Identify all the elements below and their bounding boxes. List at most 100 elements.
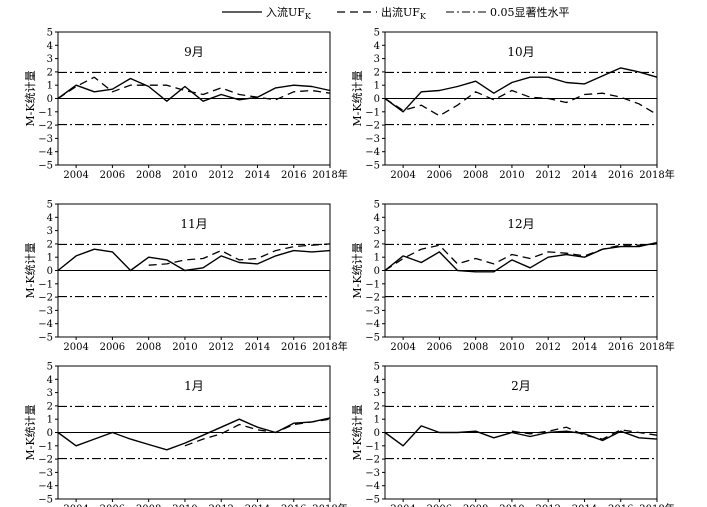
x-tick-label: 2008 [463, 342, 488, 353]
y-tick-label: −5 [365, 495, 380, 506]
panel-title: 11月 [180, 217, 207, 231]
y-tick-label: −5 [38, 495, 53, 506]
y-tick-label: 3 [47, 54, 53, 65]
x-tick-label: 2018年 [639, 502, 674, 507]
x-tick-label: 2004 [63, 170, 88, 181]
y-tick-label: 4 [47, 213, 53, 224]
y-tick-label: 4 [374, 375, 380, 386]
legend: 入流UFK 出流UFK 0.05显著性水平 [222, 5, 570, 21]
x-tick-label: 2016 [608, 504, 633, 507]
x-tick-label: 2008 [136, 170, 161, 181]
x-tick-label: 2012 [208, 504, 233, 507]
series-inflow-line [384, 67, 658, 113]
x-tick-label: 2006 [427, 342, 452, 353]
x-tick-label: 2018年 [312, 502, 347, 507]
panel-6: 5 4 3 2 1 0 −1 −2 −3 −4 −5 2004 2006 2008 2010 2012 2014… [351, 362, 675, 507]
y-tick-label: 2 [374, 239, 380, 250]
y-tick-label: 1 [374, 81, 380, 92]
x-tick-label: 2010 [172, 504, 197, 507]
y-tick-label: 4 [374, 213, 380, 224]
series-inflow-line [384, 425, 658, 447]
x-tick-label: 2008 [463, 170, 488, 181]
y-tick-label: −2 [365, 455, 380, 466]
x-tick-label: 2010 [499, 170, 524, 181]
y-tick-label: −1 [365, 107, 380, 118]
y-tick-label: 0 [47, 428, 53, 439]
y-tick-label: 2 [47, 67, 53, 78]
y-tick-label: −4 [365, 147, 380, 158]
y-tick-label: 1 [374, 415, 380, 426]
series-outflow-line [384, 243, 658, 272]
y-axis-label: M-K统计量 [24, 242, 37, 298]
y-tick-label: 5 [47, 362, 53, 373]
y-tick-label: −4 [38, 147, 53, 158]
y-axis-label: M-K统计量 [351, 70, 364, 126]
x-tick-label: 2010 [499, 342, 524, 353]
x-tick-label: 2008 [136, 504, 161, 507]
y-tick-label: 1 [47, 81, 53, 92]
panel-title: 1月 [184, 379, 204, 393]
y-tick-label: 1 [374, 253, 380, 264]
y-axis-label: M-K统计量 [351, 242, 364, 298]
y-tick-label: 0 [374, 94, 380, 105]
y-tick-label: 4 [47, 375, 53, 386]
x-tick-label: 2012 [535, 170, 560, 181]
y-tick-label: −2 [38, 121, 53, 132]
panel-3: 5 4 3 2 1 0 −1 −2 −3 −4 −5 2004 2006 2008 2010 2012 2014… [24, 200, 348, 354]
legend-inflow-label: 入流UFK [266, 5, 312, 21]
series-inflow-line [57, 248, 331, 272]
y-tick-label: −4 [38, 481, 53, 492]
y-axis-label: M-K统计量 [24, 404, 37, 460]
y-tick-label: −2 [365, 293, 380, 304]
x-tick-label: 2016 [608, 170, 633, 181]
y-tick-label: −5 [365, 161, 380, 172]
series-inflow-line [57, 417, 331, 451]
x-tick-label: 2018年 [639, 168, 674, 181]
y-tick-label: 5 [47, 200, 53, 211]
y-tick-label: 0 [374, 428, 380, 439]
y-tick-label: 5 [374, 362, 380, 373]
x-tick-label: 2014 [572, 342, 597, 353]
x-tick-label: 2014 [572, 170, 597, 181]
y-tick-label: 5 [47, 28, 53, 39]
x-tick-label: 2012 [208, 170, 233, 181]
y-tick-label: −3 [38, 468, 53, 479]
x-tick-label: 2006 [427, 170, 452, 181]
x-tick-label: 2016 [281, 342, 306, 353]
y-tick-label: 2 [47, 401, 53, 412]
y-axis-label: M-K统计量 [351, 404, 364, 460]
panel-4: 5 4 3 2 1 0 −1 −2 −3 −4 −5 2004 2006 2008 2010 2012 2014… [351, 200, 675, 354]
y-tick-label: −1 [38, 441, 53, 452]
y-tick-label: 2 [374, 401, 380, 412]
series-outflow-line [384, 89, 658, 117]
legend-outflow-label: 出流UFK [381, 5, 427, 21]
y-tick-label: 3 [374, 388, 380, 399]
x-tick-label: 2004 [390, 342, 415, 353]
panel-2: 5 4 3 2 1 0 −1 −2 −3 −4 −5 2004 2006 2008 2010 2012 2014… [351, 28, 675, 182]
x-tick-label: 2006 [427, 504, 452, 507]
panel-title: 12月 [507, 217, 534, 231]
y-tick-label: 3 [47, 388, 53, 399]
y-tick-label: −1 [38, 279, 53, 290]
y-tick-label: −5 [365, 333, 380, 344]
y-tick-label: −1 [365, 279, 380, 290]
y-tick-label: −5 [38, 161, 53, 172]
y-tick-label: −3 [365, 306, 380, 317]
y-tick-label: 1 [47, 415, 53, 426]
x-tick-label: 2006 [100, 170, 125, 181]
y-tick-label: 3 [374, 226, 380, 237]
panel-5: 5 4 3 2 1 0 −1 −2 −3 −4 −5 2004 2006 2008 2010 2012 2014… [24, 362, 348, 507]
y-tick-label: −2 [38, 455, 53, 466]
y-tick-label: 0 [47, 94, 53, 105]
x-tick-label: 2004 [390, 504, 415, 507]
y-tick-label: −3 [38, 306, 53, 317]
x-tick-label: 2018年 [312, 340, 347, 353]
panel-1: 5 4 3 2 1 0 −1 −2 −3 −4 −5 2004 2006 2008 2010 2012 2014… [24, 28, 348, 182]
y-tick-label: −3 [365, 134, 380, 145]
panel-title: 10月 [507, 45, 534, 59]
x-tick-label: 2016 [281, 504, 306, 507]
series-inflow-line [384, 241, 658, 273]
x-tick-label: 2012 [535, 342, 560, 353]
y-tick-label: 3 [47, 226, 53, 237]
x-tick-label: 2004 [390, 170, 415, 181]
